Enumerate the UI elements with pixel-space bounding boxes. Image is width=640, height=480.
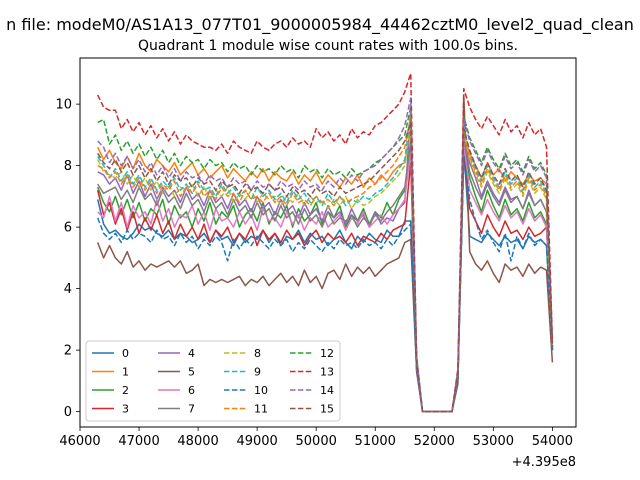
y-tick-label: 4 bbox=[64, 282, 72, 297]
legend-label-3: 3 bbox=[122, 403, 129, 416]
legend-label-1: 1 bbox=[122, 366, 129, 379]
x-tick-label: 54000 bbox=[532, 434, 573, 449]
legend-label-5: 5 bbox=[188, 366, 195, 379]
legend-label-11: 11 bbox=[254, 403, 268, 416]
series-line-9 bbox=[97, 112, 554, 413]
legend-label-12: 12 bbox=[320, 347, 334, 360]
figure-suptitle: n file: modeM0/AS1A13_077T01_9000005984_… bbox=[6, 15, 634, 35]
x-tick-label: 47000 bbox=[118, 434, 159, 449]
legend-label-2: 2 bbox=[122, 384, 129, 397]
plot-frame bbox=[79, 57, 577, 428]
legend-box bbox=[85, 340, 341, 422]
series-line-15 bbox=[97, 121, 554, 413]
legend-label-8: 8 bbox=[254, 347, 261, 360]
series-line-7 bbox=[97, 134, 554, 413]
series-line-11 bbox=[97, 115, 554, 413]
y-axis: 0 2 4 6 8 10 bbox=[55, 98, 80, 420]
legend-label-10: 10 bbox=[254, 384, 268, 397]
legend-label-9: 9 bbox=[254, 366, 261, 379]
legend-label-13: 13 bbox=[320, 366, 334, 379]
x-tick-label: 52000 bbox=[414, 434, 455, 449]
y-tick-label: 6 bbox=[64, 221, 72, 236]
x-axis: 46000 47000 48000 49000 50000 51000 52000 53000… bbox=[59, 427, 573, 449]
legend-label-15: 15 bbox=[320, 403, 334, 416]
legend-label-6: 6 bbox=[188, 384, 195, 397]
y-tick-label: 0 bbox=[64, 405, 72, 420]
x-tick-label: 53000 bbox=[473, 434, 514, 449]
legend-label-7: 7 bbox=[188, 403, 195, 416]
y-tick-label: 10 bbox=[55, 98, 72, 113]
series-line-3 bbox=[96, 152, 554, 413]
x-tick-label: 49000 bbox=[236, 434, 277, 449]
x-tick-label: 48000 bbox=[177, 434, 218, 449]
chart-title: Quadrant 1 module wise count rates with … bbox=[138, 38, 518, 54]
series-line-8 bbox=[97, 121, 554, 413]
series-line-13 bbox=[97, 72, 554, 413]
x-tick-label: 46000 bbox=[59, 434, 100, 449]
legend-label-0: 0 bbox=[122, 347, 129, 360]
series-line-5 bbox=[96, 94, 554, 413]
series-layer bbox=[96, 72, 554, 413]
series-line-10 bbox=[96, 155, 554, 413]
y-tick-label: 8 bbox=[64, 159, 72, 174]
legend-label-14: 14 bbox=[320, 384, 334, 397]
x-axis-offset-label: +4.395e8 bbox=[512, 455, 576, 470]
legend-label-4: 4 bbox=[188, 347, 195, 360]
x-tick-label: 50000 bbox=[296, 434, 337, 449]
series-line-12 bbox=[97, 106, 554, 413]
series-line-4 bbox=[97, 109, 554, 413]
y-tick-label: 2 bbox=[64, 344, 72, 359]
x-tick-label: 51000 bbox=[355, 434, 396, 449]
